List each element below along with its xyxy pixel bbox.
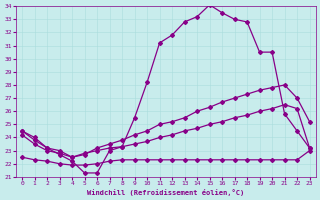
X-axis label: Windchill (Refroidissement éolien,°C): Windchill (Refroidissement éolien,°C) — [87, 189, 244, 196]
